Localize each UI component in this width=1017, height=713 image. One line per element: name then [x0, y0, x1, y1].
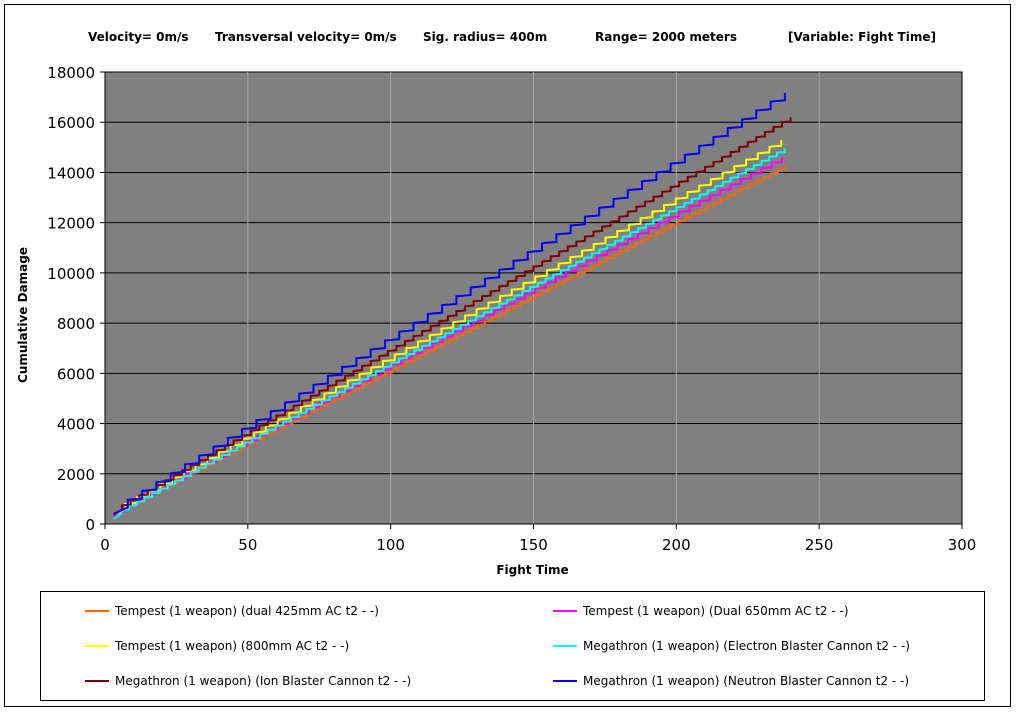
- y-tick-label: 12000: [47, 215, 95, 233]
- x-axis-label: Fight Time: [496, 563, 568, 577]
- legend-label: Tempest (1 weapon) (Dual 650mm AC t2 - -…: [583, 604, 849, 618]
- series-line: [112, 165, 786, 519]
- legend-item: Tempest (1 weapon) (Dual 650mm AC t2 - -…: [553, 602, 849, 620]
- y-tick-label: 16000: [47, 114, 95, 132]
- legend-item: Megathron (1 weapon) (Neutron Blaster Ca…: [553, 672, 909, 690]
- legend: Tempest (1 weapon) (dual 425mm AC t2 - -…: [40, 591, 985, 701]
- x-tick-label: 100: [376, 536, 405, 554]
- legend-item: Tempest (1 weapon) (dual 425mm AC t2 - -…: [85, 602, 379, 620]
- sig-radius-label: Sig. radius= 400m: [423, 30, 548, 44]
- y-tick-label: 10000: [47, 265, 95, 283]
- y-tick-label: 4000: [57, 416, 95, 434]
- legend-swatch: [553, 610, 577, 612]
- legend-item: Tempest (1 weapon) (800mm AC t2 - -): [85, 637, 349, 655]
- y-tick-label: 2000: [57, 466, 95, 484]
- legend-item: Megathron (1 weapon) (Electron Blaster C…: [553, 637, 910, 655]
- legend-label: Megathron (1 weapon) (Neutron Blaster Ca…: [583, 674, 909, 688]
- legend-label: Tempest (1 weapon) (800mm AC t2 - -): [115, 639, 350, 653]
- y-axis-label: Cumulative Damage: [16, 247, 30, 383]
- transversal-velocity-label: Transversal velocity= 0m/s: [215, 30, 397, 44]
- variable-label: [Variable: Fight Time]: [788, 30, 936, 44]
- x-tick-label: 300: [948, 536, 977, 554]
- series-line: [113, 157, 784, 518]
- velocity-label: Velocity= 0m/s: [88, 30, 189, 44]
- legend-swatch: [85, 680, 109, 682]
- y-tick-label: 14000: [47, 164, 95, 182]
- y-tick-label: 0: [85, 516, 95, 534]
- legend-item: Megathron (1 weapon) (Ion Blaster Cannon…: [85, 672, 411, 690]
- range-label: Range= 2000 meters: [595, 30, 737, 44]
- legend-swatch: [553, 645, 577, 647]
- legend-swatch: [85, 645, 109, 647]
- grid-lines: [105, 71, 962, 524]
- series-line: [113, 92, 786, 515]
- y-tick-label: 18000: [47, 64, 95, 82]
- legend-label: Tempest (1 weapon) (dual 425mm AC t2 - -…: [115, 604, 379, 618]
- x-tick-label: 250: [805, 536, 834, 554]
- x-tick-label: 0: [100, 536, 110, 554]
- y-tick-label: 8000: [57, 315, 95, 333]
- chart-header: Velocity= 0m/s Transversal velocity= 0m/…: [0, 30, 1017, 50]
- x-tick-label: 50: [238, 536, 257, 554]
- x-tick-label: 200: [662, 536, 691, 554]
- series-group: [112, 92, 792, 520]
- y-tick-label: 6000: [57, 365, 95, 383]
- legend-label: Megathron (1 weapon) (Ion Blaster Cannon…: [115, 674, 412, 688]
- legend-swatch: [85, 610, 109, 612]
- series-line: [113, 148, 786, 520]
- legend-label: Megathron (1 weapon) (Electron Blaster C…: [583, 639, 910, 653]
- axes: 0200040006000800010000120001400016000180…: [47, 64, 976, 554]
- legend-swatch: [553, 680, 577, 682]
- x-tick-label: 150: [519, 536, 548, 554]
